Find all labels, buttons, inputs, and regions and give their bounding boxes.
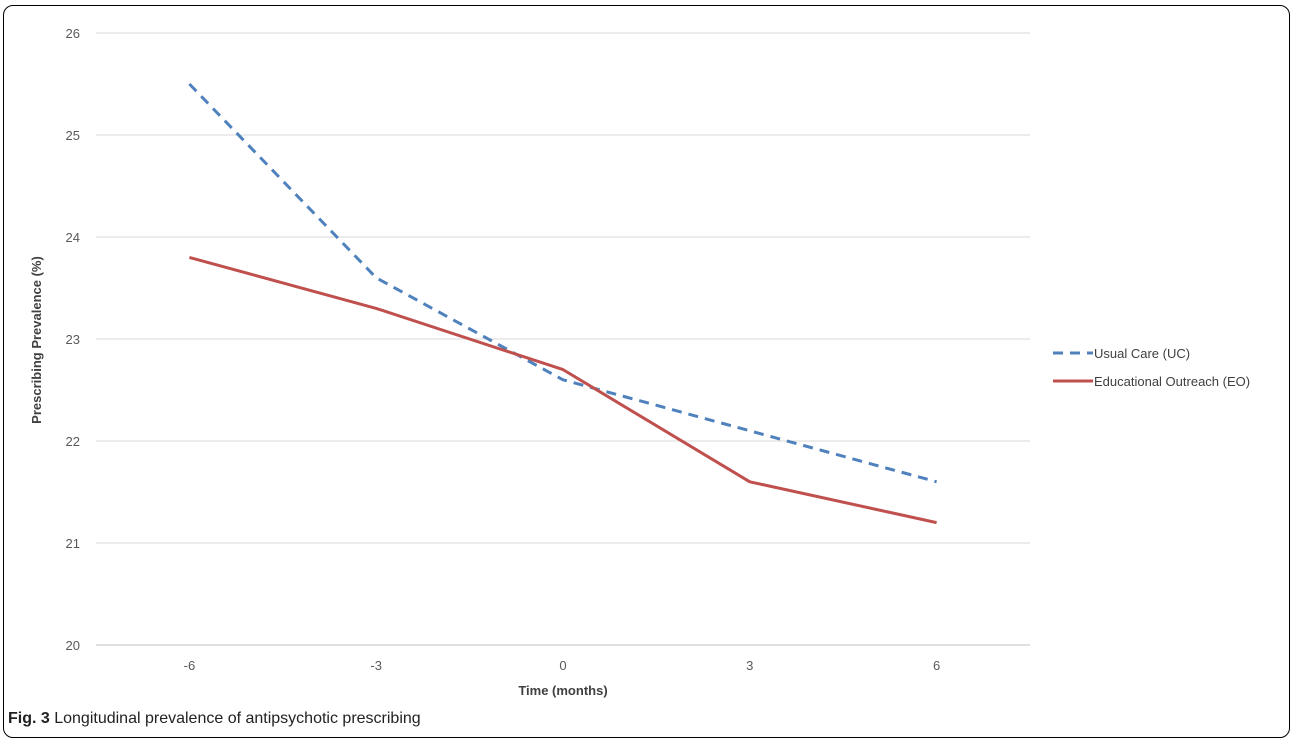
x-tick-label: -3 [370, 658, 382, 673]
legend-label: Educational Outreach (EO) [1094, 374, 1250, 389]
x-tick-label: 0 [559, 658, 566, 673]
gridlines [96, 32, 1030, 646]
y-tick-label: 24 [66, 230, 80, 245]
y-tick-label: 21 [66, 536, 80, 551]
x-tick-label: 3 [746, 658, 753, 673]
series-line-educational-outreach [189, 255, 937, 525]
caption-text: Longitudinal prevalence of antipsychotic… [49, 710, 421, 727]
y-tick-label: 22 [66, 434, 80, 449]
series-line-usual-care [188, 82, 937, 484]
y-axis-ticks: 20 21 22 23 24 25 26 [66, 26, 80, 653]
y-axis-title: Prescribing Prevalence (%) [29, 256, 44, 424]
figure-number: Fig. 3 [8, 710, 50, 727]
x-tick-label: -6 [184, 658, 196, 673]
figure-frame [3, 5, 1290, 738]
figure-caption: Fig. 3 Longitudinal prevalence of antips… [8, 710, 421, 728]
y-tick-label: 26 [66, 26, 80, 41]
y-tick-label: 20 [66, 638, 80, 653]
x-axis-ticks: -6 -3 0 3 6 [184, 658, 941, 673]
y-tick-label: 25 [66, 128, 80, 143]
legend: Usual Care (UC) Educational Outreach (EO) [1053, 346, 1250, 389]
x-axis-title: Time (months) [518, 683, 607, 698]
y-tick-label: 23 [66, 332, 80, 347]
legend-label: Usual Care (UC) [1094, 346, 1190, 361]
x-tick-label: 6 [933, 658, 940, 673]
series-lines [188, 82, 937, 525]
